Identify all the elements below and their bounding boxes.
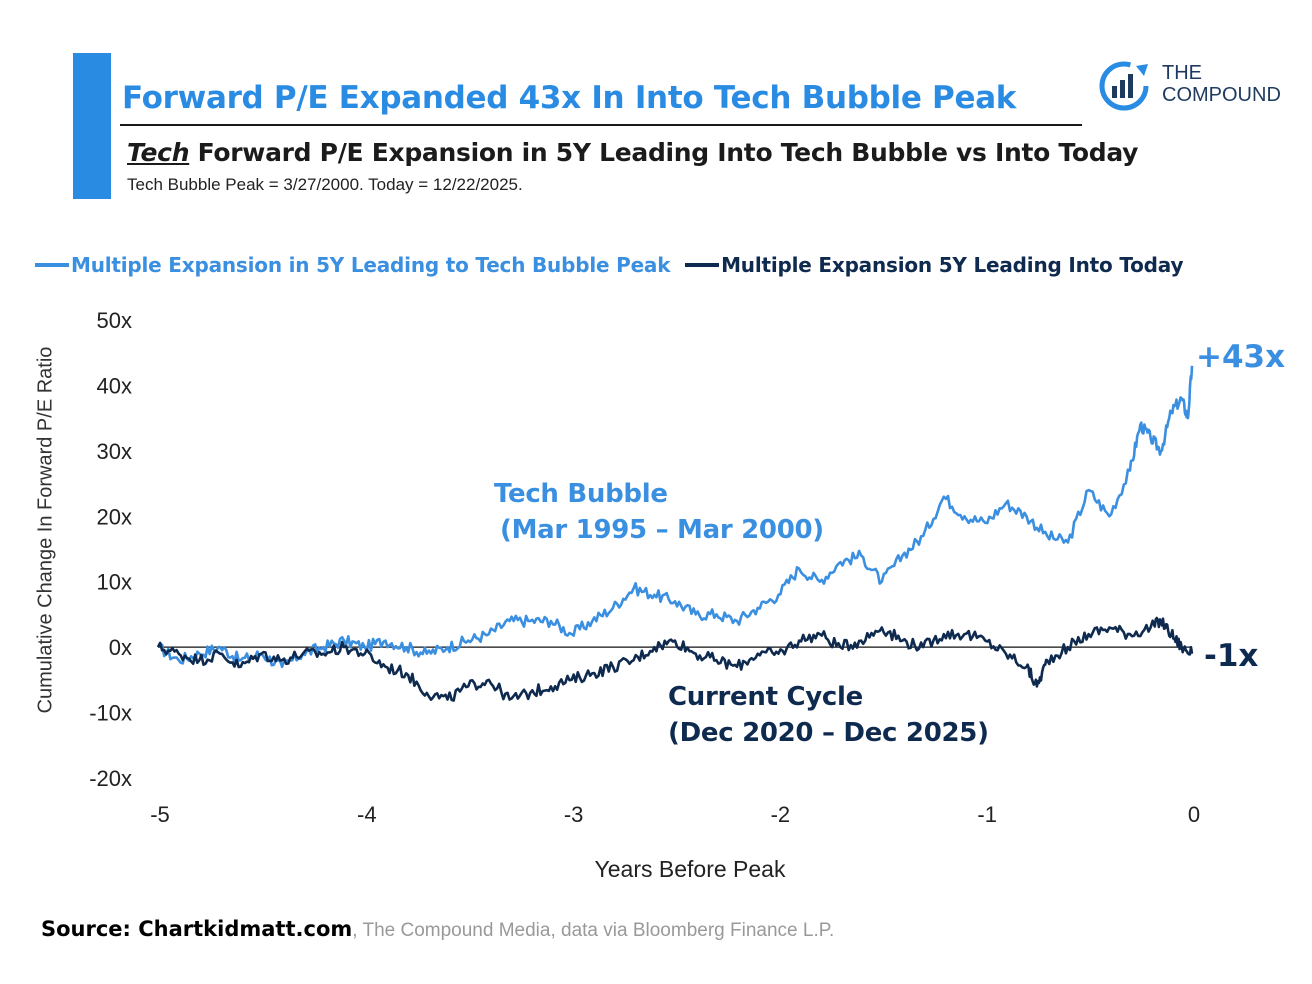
x-tick-label: 0: [1188, 802, 1200, 827]
y-tick-label: 40x: [97, 373, 132, 398]
logo-wordmark: THE COMPOUND: [1162, 62, 1281, 106]
x-tick-label: -4: [357, 802, 377, 827]
x-tick-label: -1: [977, 802, 997, 827]
x-tick-label: -2: [771, 802, 791, 827]
y-tick-label: 30x: [97, 439, 132, 464]
y-tick-label: 50x: [97, 308, 132, 333]
legend-swatch-tech: [35, 263, 69, 267]
logo-line-1: THE: [1162, 62, 1202, 84]
legend-label-current: Multiple Expansion 5Y Leading Into Today: [721, 253, 1184, 277]
legend-item-tech: Multiple Expansion in 5Y Leading to Tech…: [35, 253, 671, 277]
x-tick-label: -5: [150, 802, 170, 827]
chart-legend: Multiple Expansion in 5Y Leading to Tech…: [35, 248, 1191, 278]
end-label-tech: +43x: [1196, 339, 1285, 375]
compound-logo: THE COMPOUND: [1098, 56, 1298, 112]
annotation-current-dates: (Dec 2020 – Dec 2025): [668, 718, 989, 748]
logo-line-2: COMPOUND: [1162, 84, 1281, 106]
title-divider: [120, 124, 1082, 126]
tech-bubble-series-line: [156, 365, 1194, 669]
title-accent-bar: [73, 53, 111, 199]
source-note: Source: Chartkidmatt.com, The Compound M…: [41, 917, 834, 942]
source-rest: , The Compound Media, data via Bloomberg…: [352, 920, 835, 941]
annotation-tech-title: Tech Bubble: [494, 479, 668, 509]
annotation-current-title: Current Cycle: [668, 682, 863, 712]
x-tick-label: -3: [564, 802, 584, 827]
subtitle-emphasis: Tech: [127, 138, 190, 167]
y-tick-label: -20x: [89, 766, 132, 791]
legend-swatch-current: [685, 263, 720, 267]
legend-label-tech: Multiple Expansion in 5Y Leading to Tech…: [71, 253, 671, 277]
chart-title: Forward P/E Expanded 43x In Into Tech Bu…: [122, 80, 1017, 116]
y-tick-label: -10x: [89, 701, 132, 726]
source-bold: Source: Chartkidmatt.com: [41, 917, 353, 941]
bar-chart-circle-icon: [1099, 61, 1149, 111]
legend-item-current: Multiple Expansion 5Y Leading Into Today: [685, 253, 1183, 277]
y-tick-label: 0x: [109, 635, 132, 660]
chart-subtitle: Tech Forward P/E Expansion in 5Y Leading…: [127, 138, 1138, 167]
current-cycle-series-line: [156, 616, 1194, 702]
subtitle-text: Forward P/E Expansion in 5Y Leading Into…: [189, 138, 1139, 167]
y-tick-label: 20x: [97, 504, 132, 529]
chart-subnote: Tech Bubble Peak = 3/27/2000. Today = 12…: [127, 175, 523, 194]
end-label-current: -1x: [1204, 638, 1258, 674]
annotation-tech-dates: (Mar 1995 – Mar 2000): [500, 515, 824, 545]
x-axis-title: Years Before Peak: [594, 856, 786, 882]
y-tick-label: 10x: [97, 570, 132, 595]
